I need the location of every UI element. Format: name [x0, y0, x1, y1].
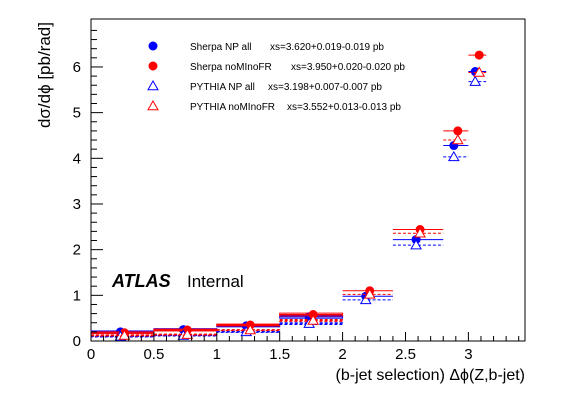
y-tick-label: 2 — [73, 242, 81, 259]
legend-cross-section: xs=3.620+0.019-0.019 pb — [270, 42, 384, 53]
y-tick-label: 5 — [73, 105, 81, 122]
x-tick-label: 2.5 — [395, 346, 416, 363]
data-point — [363, 288, 376, 299]
legend-marker — [148, 61, 158, 71]
y-tick-label: 3 — [73, 196, 81, 213]
data-point — [410, 239, 422, 250]
legend-cross-section: xs=3.198+0.007-0.007 pb — [268, 82, 382, 93]
data-point — [469, 75, 482, 86]
y-axis-ticks: 0 1 2 3 4 5 6 — [73, 29, 103, 350]
x-tick-label: 1.5 — [269, 346, 290, 363]
x-tick-label: 0.5 — [143, 346, 164, 363]
plot-frame — [90, 18, 526, 342]
data-point — [473, 66, 486, 77]
series-1 — [90, 50, 487, 338]
series-2 — [90, 75, 487, 341]
legend-series-name: Sherpa NP all — [190, 42, 252, 53]
data-point — [414, 227, 426, 238]
data-point — [181, 328, 194, 339]
series-3 — [90, 66, 487, 340]
legend-marker — [147, 99, 159, 111]
y-tick-label: 6 — [73, 59, 81, 76]
internal-label: Internal — [187, 272, 244, 291]
legend-marker — [147, 79, 159, 91]
data-point — [451, 134, 464, 145]
x-axis-ticks: 0 0.5 1 1.5 2 2.5 3 — [87, 332, 520, 363]
x-axis-label: (b-jet selection) Δϕ(Z,b-jet) — [336, 367, 525, 384]
data-point — [453, 126, 463, 136]
data-point — [359, 293, 372, 305]
x-tick-label: 1 — [213, 346, 221, 363]
legend-series-name: Sherpa noMInoFR — [190, 62, 272, 73]
y-axis-label: dσ/dϕ [pb/rad] — [35, 22, 54, 128]
legend-marker — [148, 41, 158, 51]
data-point — [307, 314, 320, 325]
legend-cross-section: xs=3.552+0.013-0.013 pb — [287, 102, 401, 113]
legend-series-name: PYTHIA NP all — [190, 82, 255, 93]
y-tick-label: 1 — [73, 287, 81, 304]
y-tick-label: 4 — [73, 150, 81, 167]
data-point — [244, 324, 257, 335]
x-tick-label: 2 — [338, 346, 346, 363]
y-tick-label: 0 — [73, 333, 81, 350]
data-point — [447, 150, 460, 162]
legend: Sherpa NP all xs=3.620+0.019-0.019 pb Sher… — [147, 41, 405, 113]
legend-series-name: PYTHIA noMInoFR — [190, 102, 275, 113]
x-tick-label: 3 — [464, 346, 472, 363]
legend-cross-section: xs=3.950+0.020-0.020 pb — [291, 62, 405, 73]
data-point — [118, 329, 131, 340]
chart-marks — [90, 50, 487, 341]
x-tick-label: 0 — [87, 346, 95, 363]
data-point — [474, 50, 484, 60]
atlas-label: ATLAS — [111, 271, 171, 291]
